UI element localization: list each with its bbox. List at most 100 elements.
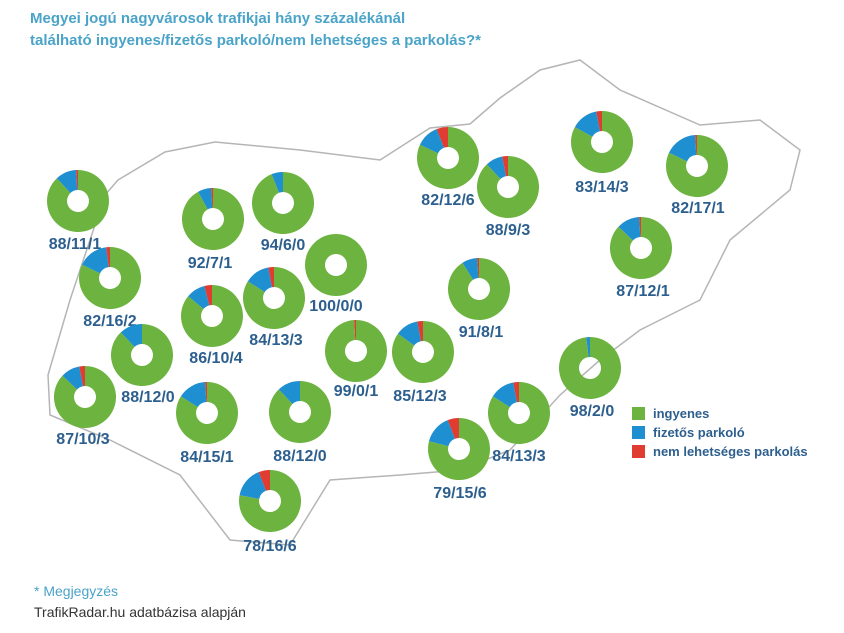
pie-chart: 82/17/1 <box>666 134 728 217</box>
pie-slice-fizetos <box>180 382 207 408</box>
legend-item-nem: nem lehetséges parkolás <box>632 442 808 461</box>
pie-slice-ingyenes <box>428 418 490 480</box>
pie-chart: 84/15/1 <box>175 382 238 466</box>
pie-slice-fizetos <box>586 337 590 358</box>
source-text: TrafikRadar.hu adatbázisa alapján <box>34 604 246 620</box>
pie-chart: 84/13/3 <box>488 382 550 465</box>
pie-slice-fizetos <box>428 420 455 447</box>
pie-slice-nem <box>513 382 519 403</box>
pie-chart: 78/16/6 <box>239 469 301 555</box>
pie-slice-nem <box>79 366 85 387</box>
pie-slice-fizetos <box>188 285 210 309</box>
pie-label: 92/7/1 <box>188 255 233 272</box>
pie-slice-nem <box>417 321 423 342</box>
pie-slice-ingyenes <box>79 247 141 309</box>
pie-slice-fizetos <box>198 188 213 210</box>
legend-swatch-ingyenes <box>632 407 645 420</box>
legend-label-nem: nem lehetséges parkolás <box>653 444 808 459</box>
pie-slice-fizetos <box>668 135 697 162</box>
pie-slice-ingyenes <box>610 217 672 280</box>
pie-label: 82/16/2 <box>83 313 136 330</box>
pie-chart: 79/15/6 <box>428 418 490 502</box>
pie-chart: 99/0/1 <box>324 320 387 400</box>
pie-label: 82/17/1 <box>671 200 724 217</box>
legend-item-ingyenes: ingyenes <box>632 404 808 423</box>
pie-chart: 84/13/3 <box>243 267 306 349</box>
pie-chart: 98/2/0 <box>558 337 621 420</box>
pie-label: 84/15/1 <box>180 449 233 466</box>
pie-slice-ingyenes <box>666 134 728 197</box>
pie-slice-ingyenes <box>269 380 331 443</box>
pie-label: 78/16/6 <box>243 538 296 555</box>
pie-label: 83/14/3 <box>575 179 628 196</box>
pie-slice-ingyenes <box>416 127 479 189</box>
pie-chart: 88/11/1 <box>47 170 109 253</box>
pie-slice-fizetos <box>239 472 266 499</box>
country-outline <box>47 59 801 546</box>
pie-chart: 88/12/0 <box>269 380 331 465</box>
pie-label: 100/0/0 <box>309 298 362 315</box>
pie-slice-ingyenes <box>488 382 550 444</box>
pie-slice-ingyenes <box>304 234 367 297</box>
title-line-2: található ingyenes/fizetős parkoló/nem l… <box>30 32 481 49</box>
pie-label: 87/12/1 <box>616 283 669 300</box>
pie-label: 98/2/0 <box>570 403 615 420</box>
pie-label: 86/10/4 <box>189 350 242 367</box>
pie-label: 99/0/1 <box>334 383 379 400</box>
pie-slice-nem <box>204 285 212 306</box>
pie-chart: 100/0/0 <box>304 234 367 315</box>
pie-chart: 82/12/6 <box>416 127 479 209</box>
pie-label: 94/6/0 <box>261 237 306 254</box>
pie-slice-nem <box>76 170 78 191</box>
pie-chart: 85/12/3 <box>391 321 454 405</box>
pie-slice-nem <box>205 382 207 403</box>
pie-label: 88/12/0 <box>273 448 326 465</box>
pie-slice-fizetos <box>62 366 83 390</box>
pie-slice-fizetos <box>486 156 506 179</box>
pie-chart: 87/12/1 <box>610 217 672 300</box>
pie-slice-nem <box>502 156 508 177</box>
pie-slice-fizetos <box>574 111 600 137</box>
chart-title: Megyei jogú nagyvárosok trafikjai hány s… <box>30 8 590 52</box>
pie-slice-fizetos <box>492 382 517 408</box>
pie-label: 88/12/0 <box>121 389 174 406</box>
pie-label: 88/11/1 <box>49 236 102 253</box>
pie-slice-fizetos <box>397 321 421 346</box>
pie-slice-fizetos <box>278 381 300 404</box>
pie-slice-nem <box>106 247 110 268</box>
pie-label: 82/12/6 <box>421 192 474 209</box>
pie-slice-nem <box>258 469 270 491</box>
country-border <box>47 59 801 546</box>
pie-slice-ingyenes <box>571 111 634 173</box>
pie-chart: 92/7/1 <box>181 188 244 272</box>
pie-slice-ingyenes <box>181 188 244 251</box>
pie-slice-fizetos <box>120 324 142 347</box>
pie-slice-nem <box>447 418 459 439</box>
pie-slice-ingyenes <box>324 320 387 383</box>
pie-slice-ingyenes <box>110 324 173 386</box>
pie-slice-fizetos <box>247 267 272 293</box>
pie-slice-ingyenes <box>54 366 117 428</box>
pie-slice-nem <box>436 127 448 148</box>
pie-slice-ingyenes <box>391 321 454 383</box>
pie-slice-fizetos <box>56 170 78 193</box>
pie-slice-fizetos <box>271 172 283 193</box>
pie-slice-fizetos <box>618 217 641 241</box>
pie-slice-nem <box>639 217 641 238</box>
pie-slice-fizetos <box>462 258 479 280</box>
legend-swatch-fizetos <box>632 426 645 439</box>
pie-label: 84/13/3 <box>492 448 545 465</box>
pie-chart: 94/6/0 <box>251 172 314 254</box>
pie-layer: 88/11/1 82/16/2 87/10/3 88/12/0 86/10/4 92/7/… <box>47 111 728 555</box>
legend-swatch-nem <box>632 445 645 458</box>
pie-label: 84/13/3 <box>249 332 302 349</box>
pie-slice-nem <box>354 320 356 341</box>
legend: ingyenes fizetős parkoló nem lehetséges … <box>632 404 808 461</box>
pie-slice-nem <box>695 135 697 156</box>
pie-label: 91/8/1 <box>459 324 504 341</box>
pie-slice-ingyenes <box>239 470 301 533</box>
pie-slice-ingyenes <box>558 337 621 399</box>
pie-slice-ingyenes <box>448 258 510 320</box>
pie-slice-nem <box>477 258 479 279</box>
